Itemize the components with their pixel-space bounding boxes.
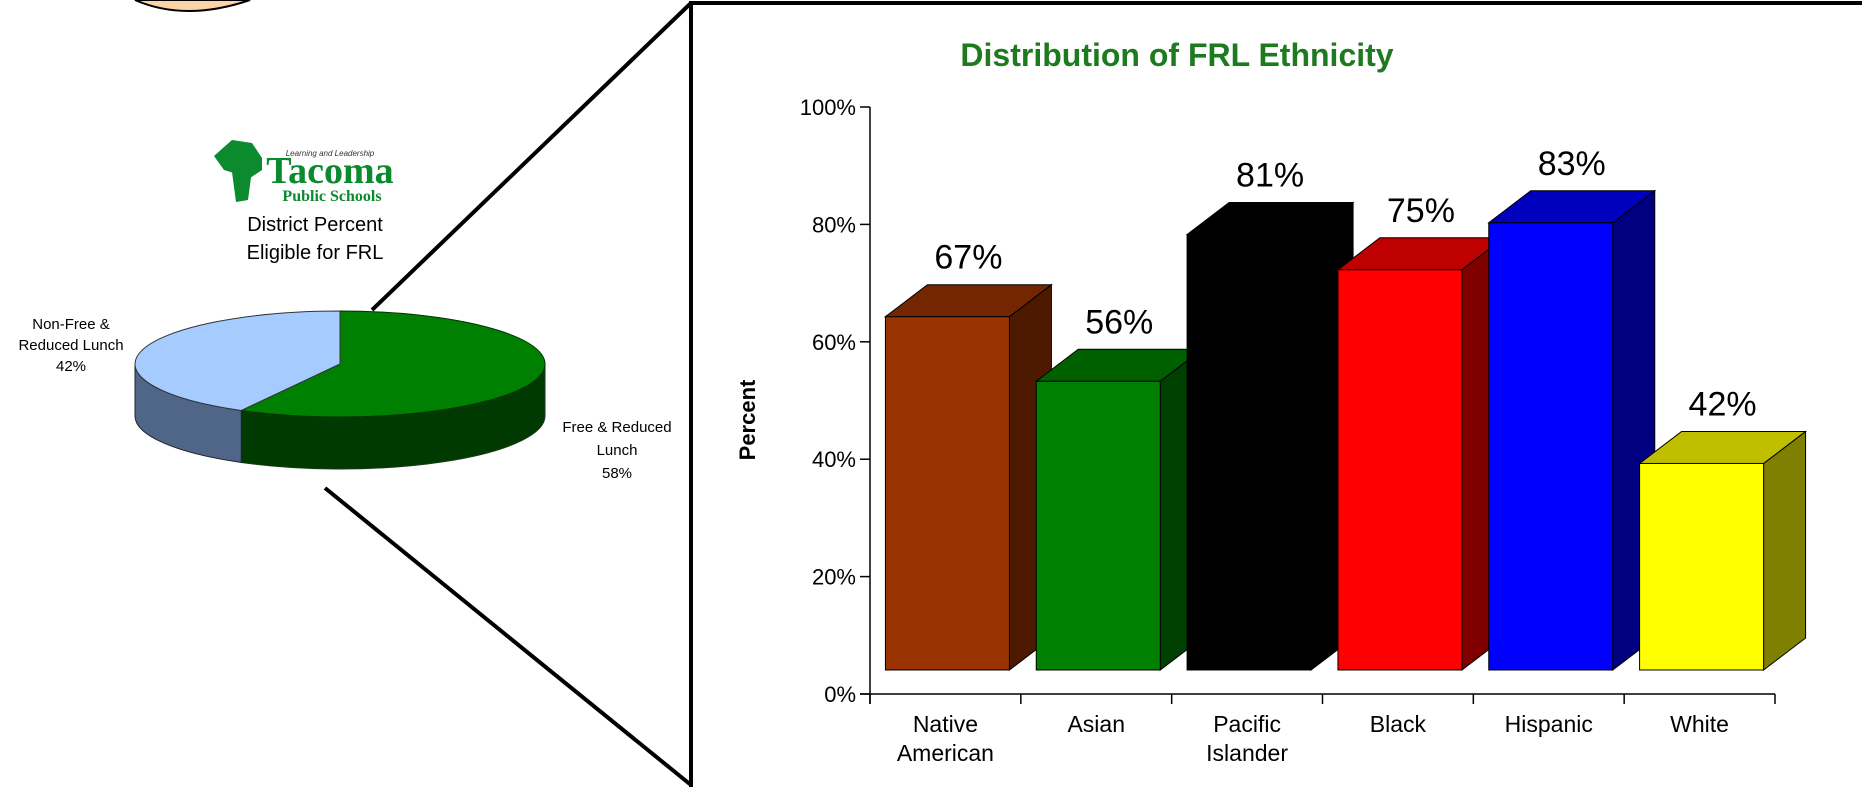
district-frl-pie bbox=[134, 310, 546, 470]
frl-ethnicity-bar-chart: 0% 20% 40% 60% 80% 100% 67% Native American 56% As… bbox=[800, 95, 1808, 766]
x-tick-label: Asian bbox=[1067, 711, 1125, 737]
bar-value-label: 42% bbox=[1689, 385, 1757, 423]
bar-front bbox=[1488, 222, 1614, 671]
pie-label-non-frl-line2: Reduced Lunch bbox=[18, 337, 123, 354]
chart-panel bbox=[689, 1, 1862, 787]
y-axis-label: Percent bbox=[735, 379, 760, 460]
y-tick-label: 0% bbox=[824, 682, 856, 707]
pie-label-non-frl-pct: 42% bbox=[56, 358, 86, 375]
bar bbox=[1185, 201, 1355, 672]
x-tick-label-line2: American bbox=[897, 740, 994, 766]
y-tick-label: 80% bbox=[812, 212, 856, 237]
pie-label-frl-line1: Free & Reduced bbox=[562, 419, 671, 436]
tacoma-logo: Learning and Leadership Tacoma Public Sc… bbox=[214, 140, 394, 205]
decorative-shape bbox=[134, 0, 251, 12]
bar-front bbox=[1337, 269, 1463, 671]
x-tick-label: White bbox=[1670, 711, 1729, 737]
chart-title: Distribution of FRL Ethnicity bbox=[960, 37, 1393, 73]
pie-caption-line2: Eligible for FRL bbox=[247, 242, 384, 264]
x-tick-label: Black bbox=[1370, 711, 1427, 737]
bar-value-label: 67% bbox=[934, 239, 1002, 277]
pie-label-frl-pct: 58% bbox=[602, 465, 632, 482]
x-tick-label: Native bbox=[913, 711, 978, 737]
bar bbox=[1336, 236, 1506, 672]
pie-slice-non-frl bbox=[134, 310, 341, 411]
logo-subtitle: Public Schools bbox=[282, 188, 381, 205]
logo-tagline: Learning and Leadership bbox=[286, 149, 375, 158]
bar-value-label: 81% bbox=[1236, 157, 1304, 195]
x-tick-label: Pacific bbox=[1213, 711, 1281, 737]
bar-front bbox=[1035, 380, 1161, 671]
pie-caption-line1: District Percent bbox=[247, 214, 383, 236]
pie-slice-frl bbox=[239, 310, 546, 418]
bar-value-label: 83% bbox=[1538, 145, 1606, 183]
bar-front bbox=[1186, 234, 1312, 671]
callout-line-top bbox=[370, 1, 693, 312]
bar bbox=[1638, 430, 1808, 672]
y-tick-label: 60% bbox=[812, 330, 856, 355]
y-tick-label: 100% bbox=[800, 95, 856, 120]
bar-side bbox=[1763, 430, 1807, 672]
bar-front bbox=[1639, 462, 1765, 671]
logo-mark-icon bbox=[214, 140, 262, 178]
bar bbox=[1487, 189, 1657, 672]
bar-front bbox=[884, 316, 1010, 671]
bar-value-label: 56% bbox=[1085, 303, 1153, 341]
bar-value-label: 75% bbox=[1387, 192, 1455, 230]
y-tick-label: 40% bbox=[812, 447, 856, 472]
logo-name: Tacoma bbox=[266, 150, 393, 192]
pie-label-non-frl-line1: Non-Free & bbox=[32, 316, 110, 333]
y-tick-label: 20% bbox=[812, 565, 856, 590]
x-tick-label-line2: Islander bbox=[1206, 740, 1288, 766]
logo-mark-stem-icon bbox=[232, 170, 252, 202]
callout-line-bottom bbox=[323, 486, 693, 787]
pie-label-frl-line2: Lunch bbox=[597, 442, 638, 459]
bar bbox=[883, 283, 1053, 672]
bar bbox=[1034, 348, 1204, 672]
x-tick-label: Hispanic bbox=[1505, 711, 1593, 737]
